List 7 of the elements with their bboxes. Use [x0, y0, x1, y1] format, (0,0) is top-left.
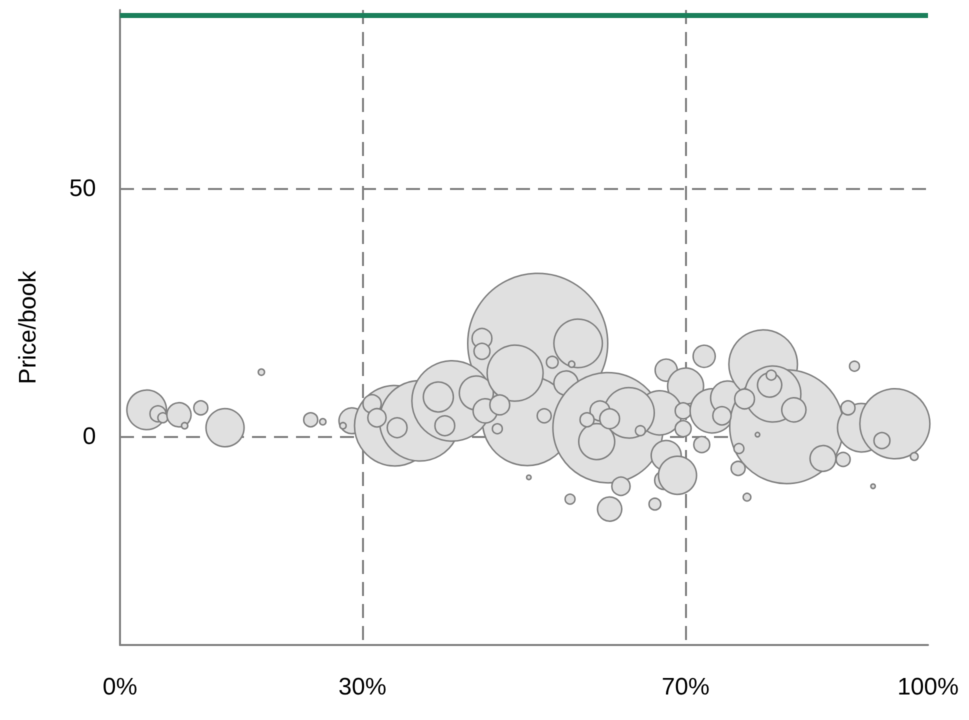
x-tick-label: 30% [338, 674, 386, 700]
x-tick-label: 70% [662, 674, 710, 700]
y-tick-label: 0 [82, 423, 96, 450]
y-tick-label: 50 [69, 175, 96, 202]
x-tick-label: 0% [102, 674, 138, 700]
y-axis-title: Price/book [14, 270, 42, 384]
x-tick-label: 100% [897, 674, 959, 700]
